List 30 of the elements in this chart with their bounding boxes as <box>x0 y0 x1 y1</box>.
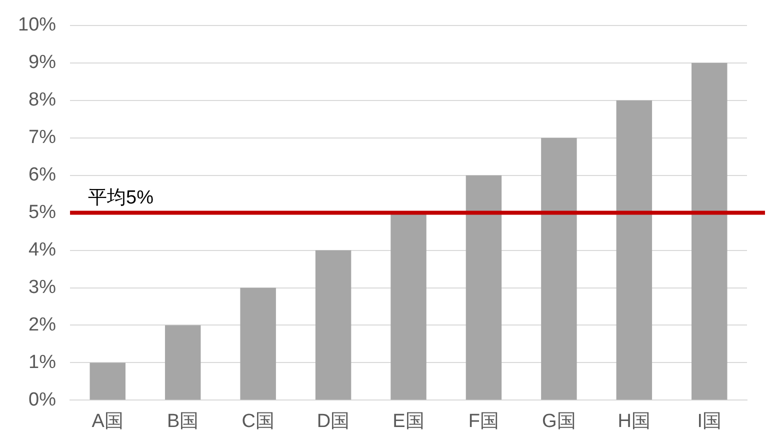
y-tick-label: 9% <box>28 52 56 74</box>
y-tick-label: 3% <box>28 276 56 298</box>
y-tick-label: 8% <box>28 90 56 111</box>
y-tick-label: 7% <box>28 127 56 148</box>
x-tick-label: H国 <box>618 410 651 432</box>
bar <box>164 325 201 400</box>
y-tick-label: 0% <box>28 389 56 410</box>
bar <box>90 362 126 400</box>
y-tick-label: 6% <box>28 164 56 186</box>
x-tick-label: B国 <box>167 410 199 432</box>
y-tick-label: 1% <box>28 352 56 373</box>
x-tick-label: C国 <box>242 410 274 432</box>
y-tick-label: 10% <box>18 14 56 36</box>
x-tick-label: F国 <box>468 410 500 432</box>
bar <box>240 288 276 400</box>
bar <box>315 250 352 400</box>
x-tick-label: D国 <box>316 410 350 432</box>
bar <box>541 138 577 400</box>
x-tick-label: I国 <box>697 410 722 432</box>
y-tick-label: 5% <box>28 202 56 224</box>
ref-line-label: 平均5% <box>88 188 154 209</box>
y-tick-label: 4% <box>28 240 56 261</box>
y-tick-label: 2% <box>28 314 56 336</box>
bar <box>692 62 728 400</box>
bar <box>616 100 652 400</box>
x-tick-label: A国 <box>92 410 124 432</box>
bar <box>390 212 426 400</box>
bar <box>466 175 502 400</box>
x-tick-label: E国 <box>392 410 424 432</box>
x-tick-label: G国 <box>542 410 576 432</box>
